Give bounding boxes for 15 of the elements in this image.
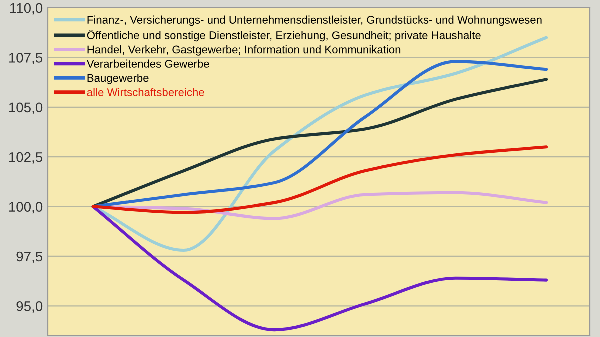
y-tick-label: 100,0 xyxy=(9,202,43,214)
legend-label: Öffentliche und sonstige Dienstleister, Erziehung, Gesundheit; private Haushalte xyxy=(87,30,481,42)
y-tick-label: 110,0 xyxy=(10,3,43,15)
line-series xyxy=(92,205,548,332)
legend-label: Finanz-, Versicherungs- und Unternehmensdienstleister, Grundstücks- und Wohnungswesen xyxy=(88,16,542,26)
line-series xyxy=(92,146,548,214)
y-tick-label: 97,5 xyxy=(16,252,43,264)
y-tick-label: 102,5 xyxy=(9,152,43,164)
legend-label: Baugewerbe xyxy=(88,74,149,84)
legend-label: Verarbeitendes Gewerbe xyxy=(86,60,210,68)
y-tick-label: 105,0 xyxy=(9,102,43,114)
legend-label: alle Wirtschaftsbereiche xyxy=(87,88,204,96)
y-tick-label: 95,0 xyxy=(16,302,43,313)
legend-label: Handel, Verkehr, Gastgewerbe; Information und Kommunikation xyxy=(88,46,401,56)
y-tick-label: 107,5 xyxy=(9,53,43,65)
